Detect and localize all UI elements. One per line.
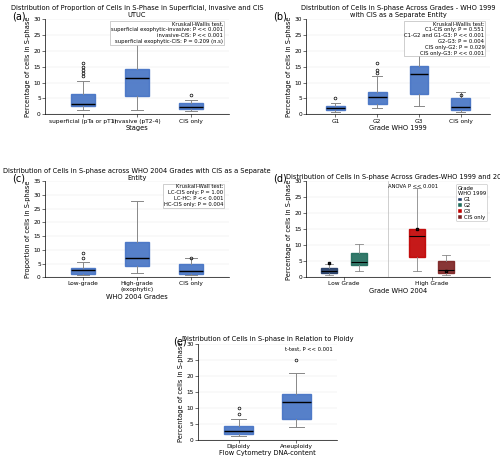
Legend: G1, G2, G3, CIS only: G1, G2, G3, CIS only xyxy=(456,184,488,221)
Title: Distribution of Cells in S-phase across WHO 2004 Grades with CIS as a Separate E: Distribution of Cells in S-phase across … xyxy=(3,168,271,181)
Text: Kruskall-Wallis test:
C1-CIS only: P = 0.551
C1-G2 and G1-G3: P << 0.001
G2-G3: : Kruskall-Wallis test: C1-CIS only: P = 0… xyxy=(404,22,484,56)
Text: ANOVA P << 0.001: ANOVA P << 0.001 xyxy=(388,184,438,190)
Text: (e): (e) xyxy=(173,336,186,346)
PathPatch shape xyxy=(125,69,149,95)
PathPatch shape xyxy=(326,105,345,110)
PathPatch shape xyxy=(350,253,366,265)
X-axis label: Stages: Stages xyxy=(126,125,148,131)
Title: Distribution of Cells in S-phase Across Grades - WHO 1999 with CIS as a Separate: Distribution of Cells in S-phase Across … xyxy=(301,5,496,18)
Title: Distribution of Cells in S-phase Across Grades-WHO 1999 and 2004: Distribution of Cells in S-phase Across … xyxy=(286,174,500,180)
Title: Distribution of Cells in S-phase in Relation to Ploidy: Distribution of Cells in S-phase in Rela… xyxy=(182,336,353,343)
Text: t-test, P << 0.001: t-test, P << 0.001 xyxy=(285,347,333,352)
X-axis label: WHO 2004 Grades: WHO 2004 Grades xyxy=(106,293,168,300)
PathPatch shape xyxy=(368,92,386,103)
PathPatch shape xyxy=(224,426,253,433)
PathPatch shape xyxy=(70,94,95,106)
X-axis label: Grade WHO 1999: Grade WHO 1999 xyxy=(369,125,427,131)
Text: (c): (c) xyxy=(12,174,25,184)
Y-axis label: Percentage of cells in S-phase: Percentage of cells in S-phase xyxy=(24,16,30,117)
PathPatch shape xyxy=(70,268,95,274)
Y-axis label: Percentage of cells in S-phase: Percentage of cells in S-phase xyxy=(286,179,292,279)
Text: (d): (d) xyxy=(273,174,287,184)
Text: (a): (a) xyxy=(12,11,26,21)
Text: (b): (b) xyxy=(273,11,287,21)
PathPatch shape xyxy=(125,241,149,266)
Text: Kruskall-Wallis test,
superficial exophytic-invasive: P << 0.001
invasive-CIS: P: Kruskall-Wallis test, superficial exophy… xyxy=(111,22,224,44)
X-axis label: Flow Cytometry DNA-content: Flow Cytometry DNA-content xyxy=(219,451,316,456)
Y-axis label: Percentage of cells in S-phase: Percentage of cells in S-phase xyxy=(286,16,292,117)
PathPatch shape xyxy=(452,98,470,110)
PathPatch shape xyxy=(438,261,454,273)
PathPatch shape xyxy=(409,229,425,257)
X-axis label: Grade WHO 2004: Grade WHO 2004 xyxy=(369,288,427,294)
PathPatch shape xyxy=(179,263,203,274)
Text: Kruskall-Wall test:
LC-CIS only: P = 1.00
LC-HC: P << 0.001
HC-CIS only: P = 0.0: Kruskall-Wall test: LC-CIS only: P = 1.0… xyxy=(164,184,224,207)
Y-axis label: Percentage of cells in S-phase: Percentage of cells in S-phase xyxy=(178,342,184,442)
PathPatch shape xyxy=(410,66,428,95)
Y-axis label: Proportion of cells in S-phase: Proportion of cells in S-phase xyxy=(24,181,30,278)
PathPatch shape xyxy=(322,268,338,273)
PathPatch shape xyxy=(282,394,311,418)
Title: Distribution of Proportion of Cells in S-Phase in Superficial, Invasive and CIS : Distribution of Proportion of Cells in S… xyxy=(10,5,263,18)
PathPatch shape xyxy=(179,102,203,109)
